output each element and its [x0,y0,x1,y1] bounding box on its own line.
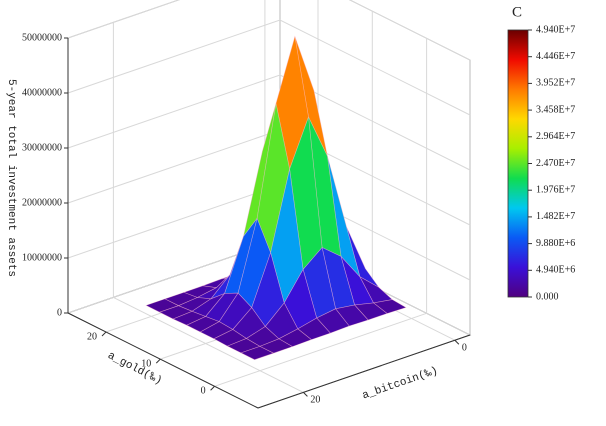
grid-line [112,22,304,393]
x-axis-title: a_gold(‰) [105,350,163,388]
y-tick-label: 20 [310,395,320,406]
y-tick [303,392,308,397]
colorbar-tick-label: 4.940E+6 [536,265,575,276]
x-tick-label: 0 [201,386,206,397]
colorbar [507,29,529,298]
x-tick [101,331,107,337]
x-axis [67,312,259,409]
x-tick-label: 20 [87,331,97,342]
colorbar-tick-label: 1.976E+7 [536,184,575,195]
colorbar-tick-label: 2.964E+7 [536,131,575,142]
grid-line [67,0,471,61]
y-tick [454,339,460,345]
x-tick [155,358,161,364]
colorbar-tick-label: 9.880E+6 [536,238,575,249]
surface [145,35,407,361]
y-axis-title: a_bitcoin(‰) [361,365,440,402]
colorbar-tick-label: 2.470E+7 [536,158,575,169]
y-axis [257,334,471,409]
colorbar-tick-label: 0.000 [536,291,559,302]
z-tick-label: 20000000 [22,197,62,208]
grid-line [214,38,428,387]
z-tick-label: 10000000 [22,252,62,263]
colorbar-tick-label: 4.940E+7 [536,24,575,35]
z-tick-label: 0 [57,307,62,318]
x-tick [210,385,215,391]
z-axis-title: 5-year total investment assets [5,79,17,277]
colorbar-tick-label: 4.446E+7 [536,51,575,62]
z-tick-label: 40000000 [22,87,62,98]
colorbar-tick-label: 1.482E+7 [536,211,575,222]
grid-line [67,19,471,116]
surface-cell [240,346,275,361]
colorbar-title: C [512,4,522,20]
colorbar-tick-label: 3.458E+7 [536,104,575,115]
colorbar-tick-label: 3.952E+7 [536,78,575,89]
y-tick-label: 0 [462,343,467,354]
grid-line [67,74,471,171]
x-tick-label: 10 [141,358,151,369]
z-tick-label: 50000000 [22,32,62,43]
z-tick-label: 30000000 [22,142,62,153]
